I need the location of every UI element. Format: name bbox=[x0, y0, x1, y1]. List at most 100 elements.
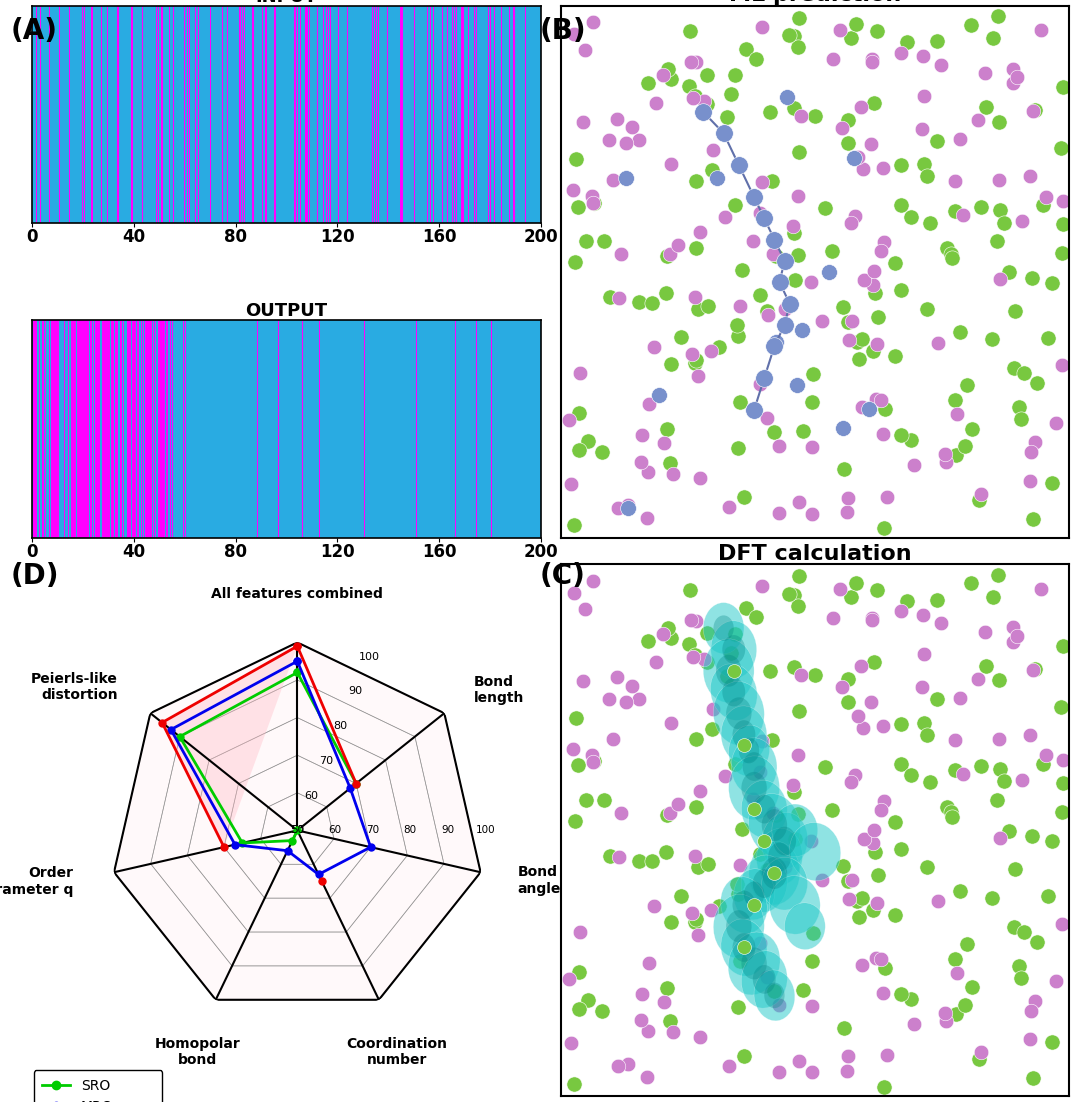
Point bbox=[786, 271, 804, 289]
Point bbox=[643, 294, 660, 312]
Point bbox=[1025, 102, 1042, 120]
Title: INPUT: INPUT bbox=[256, 0, 318, 6]
Point bbox=[802, 273, 820, 291]
Point bbox=[875, 425, 892, 443]
Point bbox=[720, 1057, 738, 1074]
Point bbox=[756, 832, 773, 850]
Point bbox=[662, 454, 679, 472]
Point bbox=[892, 44, 909, 62]
Point bbox=[658, 807, 675, 824]
Point bbox=[929, 893, 946, 910]
Point bbox=[969, 111, 986, 129]
Point bbox=[638, 1068, 656, 1085]
Point bbox=[759, 306, 777, 324]
Point bbox=[731, 393, 748, 411]
Point bbox=[747, 608, 765, 626]
Point bbox=[833, 679, 850, 696]
Point bbox=[661, 804, 678, 822]
Point bbox=[973, 485, 990, 503]
Point bbox=[804, 1063, 821, 1081]
Point bbox=[865, 95, 882, 112]
Point bbox=[791, 9, 808, 26]
Point bbox=[956, 437, 973, 455]
Text: (B): (B) bbox=[540, 17, 586, 44]
Point bbox=[681, 22, 699, 40]
Point bbox=[835, 460, 852, 477]
Point bbox=[670, 236, 687, 253]
Point bbox=[813, 312, 831, 329]
Point bbox=[716, 208, 733, 226]
Point bbox=[1039, 328, 1056, 346]
Point bbox=[1022, 472, 1039, 489]
Point bbox=[955, 206, 972, 224]
Point bbox=[928, 591, 945, 608]
Point bbox=[875, 717, 892, 735]
Point bbox=[704, 700, 721, 717]
Point bbox=[843, 871, 861, 888]
Point bbox=[916, 155, 933, 173]
Point bbox=[696, 91, 713, 109]
Point bbox=[688, 612, 705, 629]
Point bbox=[565, 584, 582, 602]
Point bbox=[842, 214, 860, 231]
Point bbox=[1039, 887, 1056, 905]
Point bbox=[729, 998, 746, 1016]
Point bbox=[853, 331, 870, 348]
Point bbox=[577, 791, 594, 809]
Point bbox=[688, 172, 705, 190]
Point bbox=[730, 156, 747, 174]
Point bbox=[723, 644, 740, 661]
Point bbox=[634, 985, 651, 1003]
Point bbox=[619, 1056, 636, 1073]
Point bbox=[726, 196, 743, 214]
Point bbox=[918, 168, 935, 185]
Point bbox=[686, 914, 703, 931]
Point bbox=[1015, 923, 1032, 941]
Point bbox=[929, 334, 946, 352]
Point bbox=[764, 245, 781, 262]
Point bbox=[854, 720, 872, 737]
Point bbox=[804, 505, 821, 522]
Point bbox=[680, 636, 698, 653]
Point bbox=[612, 245, 630, 262]
Point bbox=[850, 148, 867, 165]
Point bbox=[563, 1034, 580, 1051]
Point bbox=[869, 866, 887, 884]
Point bbox=[789, 804, 807, 822]
Point bbox=[839, 670, 856, 688]
Point bbox=[950, 883, 968, 900]
Point bbox=[700, 855, 717, 873]
Point bbox=[892, 755, 909, 773]
Text: 70: 70 bbox=[366, 825, 379, 835]
Point bbox=[683, 612, 700, 629]
Point bbox=[745, 401, 762, 419]
Point bbox=[1013, 213, 1030, 230]
Point bbox=[806, 108, 823, 126]
Point bbox=[703, 343, 720, 360]
Point bbox=[593, 443, 610, 461]
Point bbox=[569, 197, 586, 215]
Point bbox=[768, 806, 785, 823]
Point bbox=[1028, 932, 1045, 950]
Point bbox=[756, 209, 773, 227]
Point bbox=[570, 442, 588, 460]
Point bbox=[777, 858, 794, 876]
Point bbox=[775, 252, 793, 270]
Text: 80: 80 bbox=[404, 825, 417, 835]
Point bbox=[840, 873, 858, 890]
Point bbox=[921, 774, 939, 791]
Point bbox=[654, 625, 672, 642]
Point bbox=[687, 847, 704, 865]
Point bbox=[731, 856, 748, 874]
Point bbox=[839, 489, 856, 507]
Point bbox=[794, 322, 811, 339]
Point bbox=[789, 494, 807, 511]
Point bbox=[943, 803, 960, 821]
Point bbox=[571, 923, 589, 941]
Text: Bond
length: Bond length bbox=[474, 674, 524, 705]
Title: DFT calculation: DFT calculation bbox=[718, 544, 912, 564]
Point bbox=[847, 15, 864, 33]
Point bbox=[973, 1044, 990, 1061]
Point bbox=[704, 721, 721, 738]
Point bbox=[733, 821, 751, 839]
